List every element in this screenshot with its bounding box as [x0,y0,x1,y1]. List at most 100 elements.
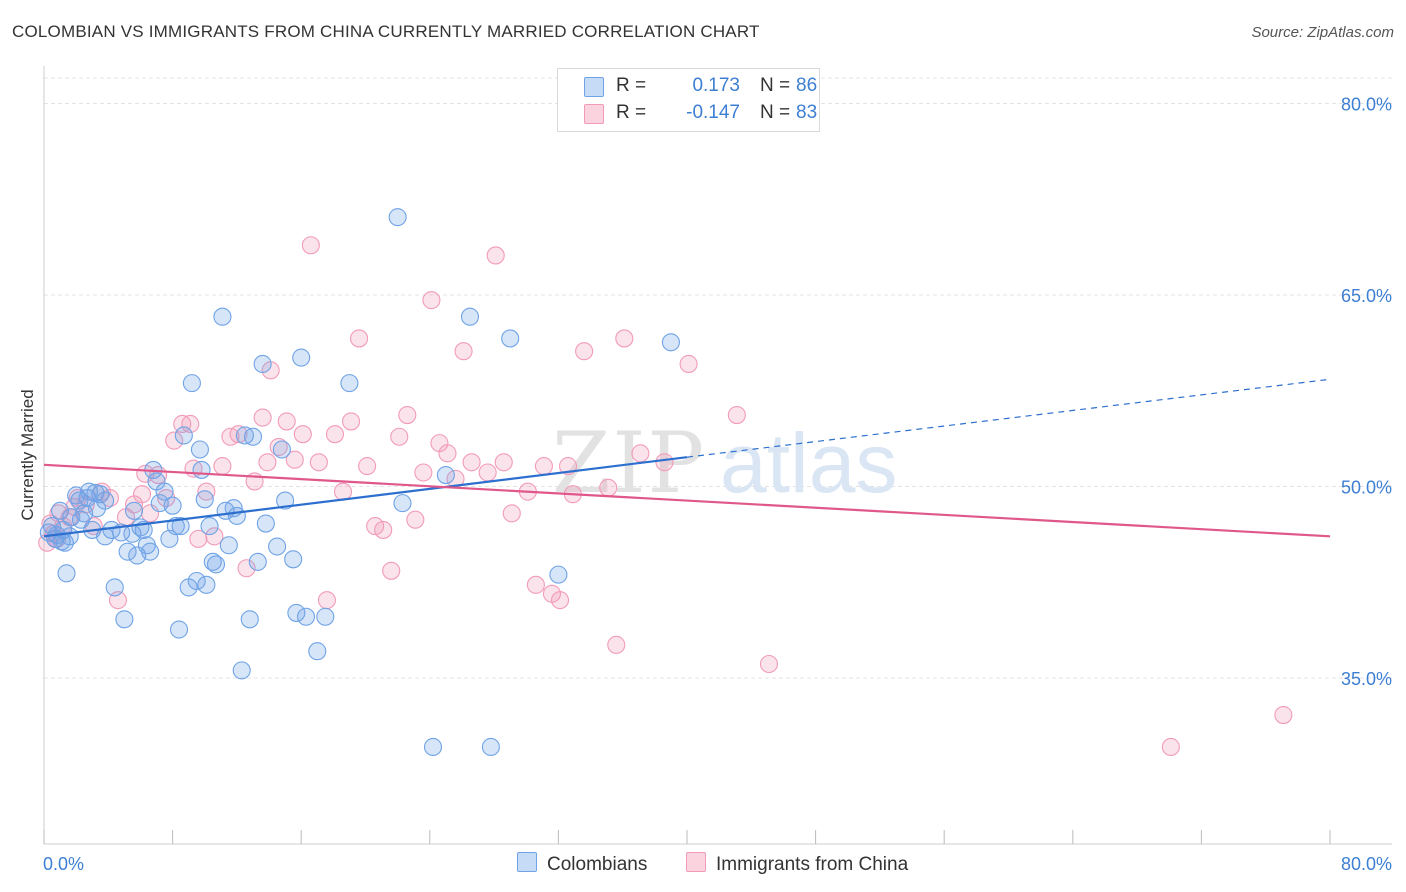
china-point [205,527,224,546]
watermark-zip: ZIP [552,414,706,512]
source-label: Source: ZipAtlas.com [1251,24,1394,41]
legend-item-china[interactable]: Immigrants from China [686,852,908,876]
china-point [269,437,288,457]
colombians-point [213,307,232,326]
china-point [165,431,184,450]
china-point [133,485,152,504]
x-tick-label: 80.0% [1341,854,1392,874]
colombians-point [340,374,359,393]
colombians-point [481,737,500,757]
china-point [325,425,345,444]
trend-lines [43,378,1331,538]
colombians-point [423,737,443,757]
colombians-point [57,564,76,583]
colombians-point [190,440,209,459]
colombians-point [206,555,226,574]
legend-item-colombians[interactable]: Colombians [517,852,647,876]
gridlines [44,77,1392,679]
colombians-point [243,427,263,446]
trend-line-colombians [43,456,688,538]
y-tick-label: 80.0% [1341,95,1392,115]
china-point [414,463,433,482]
legend-label-colombians: Colombians [547,854,648,875]
colombians-point [232,661,251,680]
china-point [229,425,248,444]
china-point [502,504,521,523]
china-point [293,425,312,444]
colombians-point [124,501,144,520]
colombians-point [661,333,680,352]
china-point [253,408,272,427]
china-point [333,482,353,501]
colombians-point [256,514,275,533]
colombians-point [388,208,407,227]
legend-swatch-blue [584,77,604,97]
china-point [301,236,320,255]
china-point [398,405,417,425]
colombians-point [219,536,238,555]
trend-line-colombians-extension [686,378,1331,458]
china-point [197,482,216,501]
colombians-point [141,542,160,561]
colombians-point [105,578,124,597]
colombians-point [248,552,267,571]
china-point [575,342,594,361]
china-point [727,405,746,425]
china-point [462,453,481,472]
china-point [341,412,361,431]
colombians-point [276,491,295,510]
chart-title: COLOMBIAN VS IMMIGRANTS FROM CHINA CURRE… [12,22,760,41]
r-value: -0.147 [686,102,740,123]
correlation-legend: R = 0.173 N = 86 R = -0.147 N = 83 [557,68,820,132]
colombians-point [460,307,480,326]
y-tick-label: 65.0% [1341,286,1392,306]
colombians-point [316,607,335,626]
china-point [422,291,441,310]
china-point [374,520,393,539]
colombians-point [171,517,190,536]
china-point [1161,737,1180,757]
colombians-point [195,490,214,509]
colombians-point [51,501,70,520]
colombians-point [203,552,222,571]
china-point [213,457,232,476]
china-point [655,453,674,472]
china-point [390,427,409,446]
colombians-point [169,620,189,639]
colombians-point [501,329,520,348]
china-point [258,453,277,472]
china-point [1274,706,1293,725]
china-point [358,457,377,476]
colombians-point [134,520,153,539]
china-point [759,654,779,674]
r-value: 0.173 [692,75,740,96]
colombians-point [115,610,134,629]
colombians-point [166,517,185,536]
colombians-point [296,607,316,626]
series-legend: Colombians Immigrants from China [0,852,1406,876]
china-point [181,414,200,434]
n-value: 86 [796,75,818,96]
china-point [615,329,634,348]
china-point [599,478,618,497]
china-point [534,457,553,476]
colombians-point [79,482,99,501]
colombians-point [549,565,568,584]
watermark: ZIP atlas [552,414,897,512]
china-point [277,412,296,431]
colombians-point [174,426,193,445]
china-point [607,635,626,654]
china-point [486,246,505,265]
tick-labels: 35.0% 50.0% 65.0% 80.0% 0.0% 80.0% [43,95,1392,874]
n-label: N = [760,102,791,123]
colombians-point [287,603,306,622]
colombians-point [227,506,246,525]
legend-label-china: Immigrants from China [716,854,909,875]
series-china-points [38,236,1293,757]
watermark-atlas: atlas [720,416,897,510]
china-point [550,591,570,610]
n-value: 83 [796,102,818,123]
colombians-point [292,348,311,367]
colombians-point [200,517,219,536]
